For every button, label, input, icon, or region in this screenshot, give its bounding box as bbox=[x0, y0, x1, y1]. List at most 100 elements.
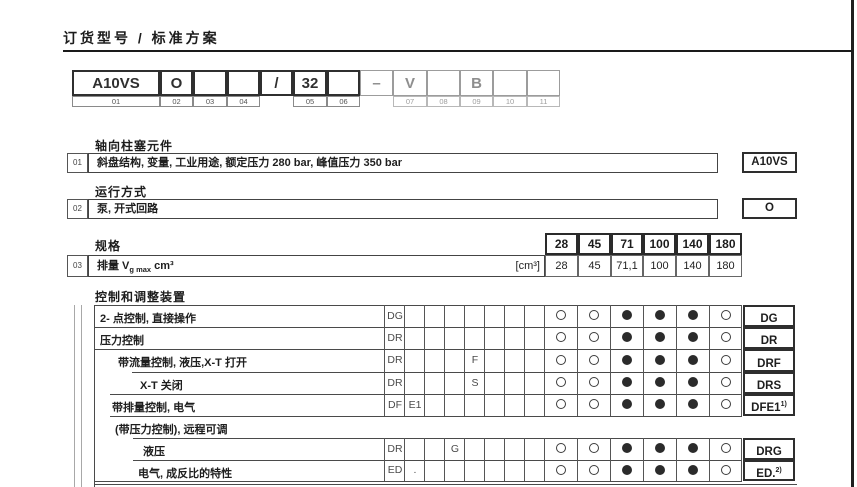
control-row-label: 压力控制 bbox=[100, 335, 144, 347]
available-open-circle-icon bbox=[589, 310, 600, 320]
displacement-description: 排量 Vg max cm³ [cm³] bbox=[88, 255, 545, 277]
control-row-cells: DR G bbox=[384, 438, 742, 460]
available-open-circle-icon bbox=[589, 443, 600, 453]
size-availability-cell bbox=[708, 438, 743, 460]
control-code-dfe1: DFE11) bbox=[743, 394, 795, 416]
code-slot-cell bbox=[504, 460, 525, 481]
size-availability-cell bbox=[544, 460, 578, 481]
code-slot-cell bbox=[524, 327, 545, 349]
size-availability-cell bbox=[544, 327, 578, 349]
code-slot-cell bbox=[444, 460, 465, 481]
size-availability-cell bbox=[609, 305, 644, 327]
size-availability-cell bbox=[642, 372, 677, 394]
code-slot-cell: ED bbox=[384, 460, 405, 481]
size-availability-cell bbox=[642, 438, 677, 460]
title-underline bbox=[63, 50, 852, 52]
row-number-02: 02 bbox=[67, 199, 88, 219]
displacement-unit-bracket: [cm³] bbox=[515, 260, 540, 272]
control-row-cells: DG bbox=[384, 305, 742, 327]
code-slot-cell bbox=[404, 305, 425, 327]
displacement-value-71: 71,1 bbox=[611, 255, 643, 277]
code-slot-cell bbox=[484, 460, 505, 481]
code-slot-cell bbox=[484, 438, 505, 460]
code-slot-cell: DR bbox=[384, 438, 405, 460]
available-filled-circle-icon bbox=[655, 465, 666, 475]
displacement-value-180: 180 bbox=[709, 255, 742, 277]
code-position-01: 01 bbox=[72, 96, 160, 107]
code-position-10: 10 bbox=[493, 96, 527, 107]
available-open-circle-icon bbox=[589, 355, 600, 365]
size-availability-cell bbox=[609, 460, 644, 481]
available-open-circle-icon bbox=[720, 399, 731, 409]
row-separator bbox=[133, 460, 742, 461]
displacement-value-28: 28 bbox=[545, 255, 578, 277]
code-slot-cell bbox=[464, 460, 485, 481]
available-filled-circle-icon bbox=[655, 399, 666, 409]
code-slot-cell: . bbox=[404, 460, 425, 481]
code-slot-cell bbox=[404, 438, 425, 460]
control-row-label: 带流量控制, 液压,X-T 打开 bbox=[118, 357, 247, 369]
available-filled-circle-icon bbox=[622, 332, 633, 342]
code-slot-cell: F bbox=[464, 349, 485, 372]
size-availability-cell bbox=[642, 394, 677, 416]
code-slot-cell bbox=[524, 372, 545, 394]
code-slot-cell: S bbox=[464, 372, 485, 394]
available-open-circle-icon bbox=[720, 332, 731, 342]
code-slot-cell: DR bbox=[384, 349, 405, 372]
control-code-dg: DG bbox=[743, 305, 795, 327]
code-position-04: 04 bbox=[227, 96, 260, 107]
row-separator bbox=[94, 327, 742, 328]
code-slot-cell: E1 bbox=[404, 394, 425, 416]
code-slot-cell bbox=[464, 394, 485, 416]
size-availability-cell bbox=[576, 372, 611, 394]
size-availability-cell bbox=[544, 438, 578, 460]
size-availability-cell bbox=[642, 460, 677, 481]
code-position-03: 03 bbox=[193, 96, 227, 107]
page-title: 订货型号 / 标准方案 bbox=[63, 30, 220, 46]
available-open-circle-icon bbox=[556, 377, 567, 387]
control-table-left-border bbox=[94, 305, 95, 487]
available-open-circle-icon bbox=[720, 355, 731, 365]
control-code-dr: DR bbox=[743, 327, 795, 349]
available-open-circle-icon bbox=[589, 465, 600, 475]
row-separator bbox=[94, 349, 742, 350]
size-availability-cell bbox=[609, 349, 644, 372]
available-filled-circle-icon bbox=[622, 310, 633, 320]
model-code-cell-empty bbox=[427, 70, 460, 96]
control-code-drg: DRG bbox=[743, 438, 795, 460]
code-slot-cell: DG bbox=[384, 305, 405, 327]
displacement-value-100: 100 bbox=[643, 255, 676, 277]
size-availability-cell bbox=[544, 305, 578, 327]
size-availability-cell bbox=[576, 327, 611, 349]
size-availability-cell bbox=[675, 394, 710, 416]
displacement-value-140: 140 bbox=[676, 255, 709, 277]
piston-unit-description: 斜盘结构, 变量, 工业用途, 额定压力 280 bar, 峰值压力 350 b… bbox=[88, 153, 718, 173]
code-position-05: 05 bbox=[293, 96, 327, 107]
available-filled-circle-icon bbox=[622, 399, 633, 409]
available-filled-circle-icon bbox=[688, 310, 699, 320]
size-availability-cell bbox=[609, 372, 644, 394]
code-position-06: 06 bbox=[327, 96, 360, 107]
displacement-value-45: 45 bbox=[578, 255, 611, 277]
control-code-drf: DRF bbox=[743, 349, 795, 372]
code-slot-cell bbox=[484, 327, 505, 349]
available-open-circle-icon bbox=[589, 377, 600, 387]
row-separator bbox=[110, 416, 742, 417]
control-row-cells: DF E1 bbox=[384, 394, 742, 416]
displacement-subscript: g max bbox=[129, 265, 152, 275]
control-code-ed: ED.2) bbox=[743, 460, 795, 481]
available-open-circle-icon bbox=[556, 465, 567, 475]
available-filled-circle-icon bbox=[622, 443, 633, 453]
size-availability-cell bbox=[708, 372, 743, 394]
row-separator bbox=[133, 438, 742, 439]
size-availability-cell bbox=[642, 327, 677, 349]
control-row-label: X-T 关闭 bbox=[140, 380, 183, 392]
code-slot-cell bbox=[444, 327, 465, 349]
size-availability-cell bbox=[675, 305, 710, 327]
section-header-control: 控制和调整装置 bbox=[95, 290, 187, 304]
available-filled-circle-icon bbox=[688, 377, 699, 387]
code-slot-cell bbox=[464, 438, 485, 460]
footnote-marker: 1) bbox=[780, 401, 787, 408]
size-availability-cell bbox=[609, 327, 644, 349]
